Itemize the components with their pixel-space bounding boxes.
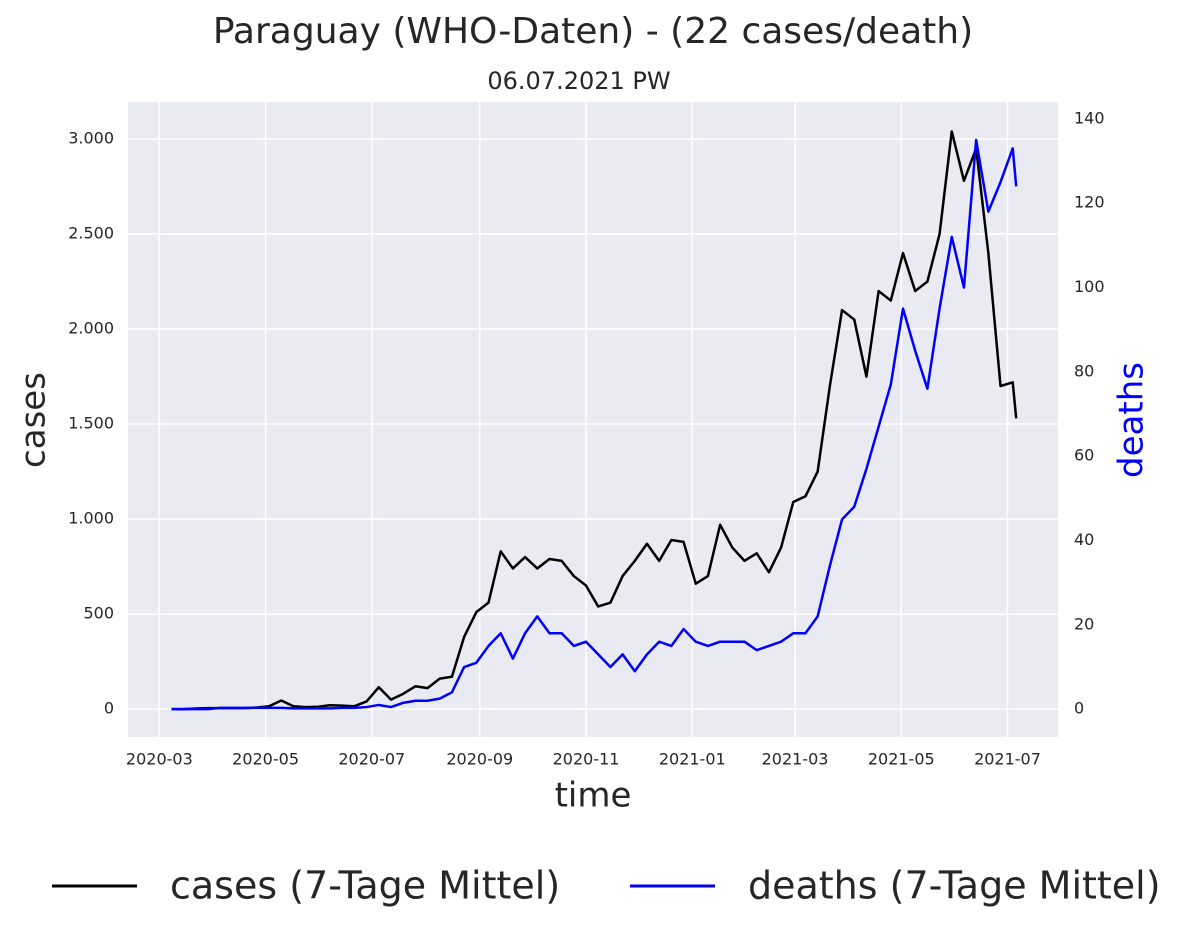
y-axis-label: cases — [14, 372, 54, 468]
chart-subtitle: 06.07.2021 PW — [487, 67, 670, 95]
x-tick-label: 2020-09 — [446, 750, 513, 769]
legend-label: cases (7-Tage Mittel) — [170, 864, 560, 908]
y-tick-label: 2.500 — [68, 224, 114, 243]
y-tick-label: 0 — [104, 699, 114, 718]
x-tick-label: 2020-05 — [232, 750, 299, 769]
series-line — [171, 130, 1018, 711]
y2-tick-label: 60 — [1074, 446, 1094, 465]
x-tick-label: 2021-03 — [762, 750, 829, 769]
y2-axis-label: deaths — [1112, 362, 1152, 478]
x-tick-label: 2020-07 — [338, 750, 405, 769]
y2-tick-label: 100 — [1074, 277, 1105, 296]
chart-title: Paraguay (WHO-Daten) - (22 cases/death) — [213, 11, 973, 52]
y2-tick-label: 40 — [1074, 530, 1094, 549]
x-tick-label: 2020-03 — [126, 750, 193, 769]
x-axis-label: time — [555, 776, 632, 816]
y2-tick-label: 140 — [1074, 108, 1105, 127]
y-tick-label: 1.500 — [68, 414, 114, 433]
y2-tick-label: 80 — [1074, 361, 1094, 380]
y2-tick-label: 0 — [1074, 699, 1084, 718]
y-tick-label: 2.000 — [68, 319, 114, 338]
y-tick-label: 3.000 — [68, 129, 114, 148]
y2-tick-label: 120 — [1074, 193, 1105, 212]
y-tick-label: 1.000 — [68, 509, 114, 528]
legend-label: deaths (7-Tage Mittel) — [748, 864, 1161, 908]
x-tick-label: 2021-07 — [974, 750, 1041, 769]
x-tick-label: 2021-01 — [659, 750, 726, 769]
series-line — [171, 138, 1018, 711]
plot-area — [128, 102, 1058, 737]
x-tick-label: 2021-05 — [868, 750, 935, 769]
x-tick-label: 2020-11 — [553, 750, 620, 769]
y-tick-label: 500 — [83, 604, 114, 623]
y2-tick-label: 20 — [1074, 614, 1094, 633]
